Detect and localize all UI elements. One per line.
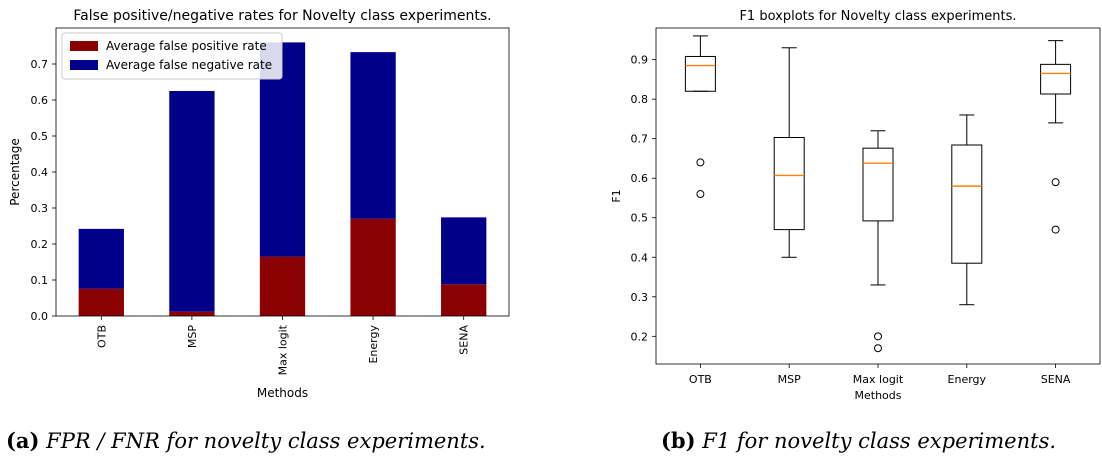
y-tick-label: 0.4 [31,166,49,179]
y-tick-label: 0.5 [31,130,49,143]
legend-label: Average false negative rate [106,58,272,72]
bar-false-positive [169,311,215,316]
boxplot-chart-panel: F1 boxplots for Novelty class experiment… [560,0,1102,459]
caption-b-text: F1 for novelty class experiments. [702,429,1057,453]
chart-a-ylabel: Percentage [8,138,22,206]
y-tick-label: 0.3 [31,202,49,215]
box-iqr [862,147,894,222]
legend-box [61,32,283,80]
plot-frame-b [655,27,1101,365]
y-tick-label: 0.0 [31,310,49,323]
bar-false-negative [78,228,124,289]
y-tick-label: 0.2 [631,330,649,343]
box-iqr [684,55,716,92]
x-tick-label: SENA [1041,373,1071,386]
outlier-point [696,158,705,167]
box-iqr [951,144,983,264]
y-tick-label: 0.7 [31,58,49,71]
chart-b-ylabel: F1 [610,189,623,202]
legend-swatch [70,41,98,51]
bar-false-positive [350,218,396,316]
x-tick-label: Max logit [277,324,290,375]
caption-a-text: FPR / FNR for novelty class experiments. [46,429,486,453]
caption-a: (a) FPR / FNR for novelty class experime… [6,428,486,453]
chart-b-xlabel: Methods [855,389,902,402]
outlier-point [1051,178,1060,187]
stacked-bar-chart-panel: False positive/negative rates for Novelt… [8,8,510,400]
bar-false-positive [259,256,306,316]
outlier-point [1051,225,1060,234]
box-iqr [773,136,805,231]
y-tick-label: 0.5 [631,212,649,225]
bar-false-negative [350,52,396,219]
outlier-point [874,344,882,353]
caption-b-label: (b) [661,428,696,453]
stacked-bar-chart: False positive/negative rates for Novelt… [8,8,510,400]
y-tick-label: 0.8 [631,93,649,106]
bar-false-negative [169,91,215,312]
bar-false-positive [78,288,124,316]
x-tick-label: OTB [689,373,712,386]
y-tick-label: 0.6 [31,94,49,107]
caption-a-label: (a) [6,428,40,453]
outlier-point [874,332,882,341]
x-tick-label: MSP [186,325,199,348]
box-iqr [1040,63,1072,95]
x-tick-label: Max logit [853,373,904,386]
y-tick-label: 0.4 [631,251,649,264]
plot-frame-a [55,27,510,317]
y-tick-label: 0.6 [631,172,649,185]
y-tick-label: 0.2 [31,238,49,251]
legend-label: Average false positive rate [106,39,267,53]
y-tick-label: 0.1 [31,274,49,287]
y-tick-label: 0.3 [631,291,649,304]
x-tick-label: MSP [778,373,801,386]
x-tick-label: SENA [458,325,471,355]
chart-b-title: F1 boxplots for Novelty class experiment… [739,9,1016,24]
boxplot-chart: F1 boxplots for Novelty class experiment… [610,9,1101,402]
caption-b: (b) F1 for novelty class experiments. [661,428,1056,453]
bar-false-negative [441,217,487,285]
x-tick-label: Energy [948,373,987,386]
legend-swatch [70,60,98,70]
y-tick-label: 0.9 [631,54,649,67]
x-tick-label: Energy [367,325,380,364]
x-tick-label: OTB [95,325,108,348]
y-tick-label: 0.7 [631,133,649,146]
outlier-point [696,190,705,199]
bar-false-positive [441,284,487,316]
chart-a-xlabel: Methods [257,386,308,400]
chart-a-title: False positive/negative rates for Novelt… [73,8,491,24]
